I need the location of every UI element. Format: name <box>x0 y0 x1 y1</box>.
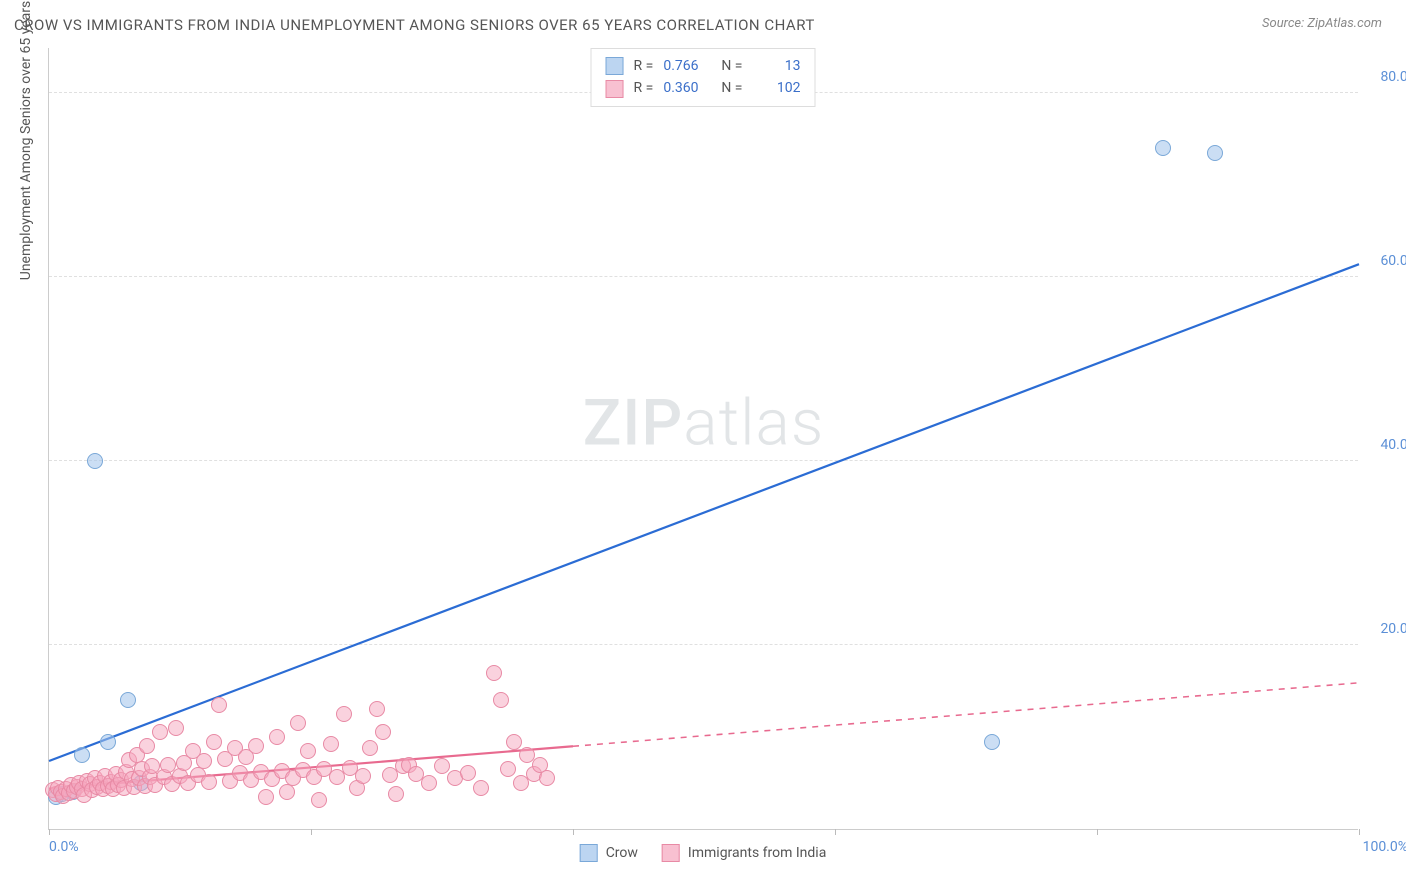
scatter-point <box>1155 140 1171 156</box>
legend-swatch <box>606 57 624 75</box>
scatter-point <box>248 738 264 754</box>
legend-item: Immigrants from India <box>662 844 826 862</box>
scatter-point <box>1207 145 1223 161</box>
legend-r-value: 0.766 <box>663 55 711 77</box>
x-tick-mark <box>1359 829 1360 835</box>
scatter-point <box>279 784 295 800</box>
scatter-point <box>473 780 489 796</box>
legend-n-label: N = <box>721 77 742 99</box>
scatter-point <box>984 734 1000 750</box>
legend-stat-row: R = 0.360 N = 102 <box>606 77 801 99</box>
scatter-point <box>152 724 168 740</box>
legend-n-value: 13 <box>752 55 800 77</box>
legend-swatch <box>606 80 624 98</box>
y-tick-label: 80.0% <box>1363 69 1406 85</box>
scatter-point <box>388 786 404 802</box>
scatter-point <box>355 768 371 784</box>
legend-label: Immigrants from India <box>688 845 826 861</box>
x-tick-label: 100.0% <box>1363 839 1406 855</box>
scatter-point <box>421 775 437 791</box>
x-tick-mark <box>311 829 312 835</box>
legend-r-label: R = <box>634 77 654 99</box>
y-tick-label: 40.0% <box>1363 437 1406 453</box>
source-attribution: Source: ZipAtlas.com <box>1262 16 1382 31</box>
grid-line <box>49 644 1358 645</box>
y-tick-label: 20.0% <box>1363 621 1406 637</box>
scatter-point <box>375 724 391 740</box>
scatter-point <box>486 665 502 681</box>
scatter-point <box>493 692 509 708</box>
scatter-point <box>311 792 327 808</box>
scatter-point <box>500 761 516 777</box>
watermark: ZIPatlas <box>583 385 825 460</box>
scatter-point <box>290 715 306 731</box>
legend-n-label: N = <box>721 55 742 77</box>
scatter-point <box>460 765 476 781</box>
scatter-point <box>196 753 212 769</box>
legend-stat-row: R = 0.766 N = 13 <box>606 55 801 77</box>
scatter-point <box>369 701 385 717</box>
plot-area: ZIPatlas 20.0%40.0%60.0%80.0%0.0%100.0% <box>48 48 1358 830</box>
trend-lines <box>49 48 1359 830</box>
x-tick-label: 0.0% <box>49 839 79 855</box>
legend-label: Crow <box>606 845 638 861</box>
x-tick-mark <box>835 829 836 835</box>
legend-r-label: R = <box>634 55 654 77</box>
x-tick-mark <box>573 829 574 835</box>
scatter-point <box>258 789 274 805</box>
scatter-point <box>323 736 339 752</box>
scatter-point <box>100 734 116 750</box>
scatter-point <box>506 734 522 750</box>
scatter-point <box>362 740 378 756</box>
legend-swatch <box>580 844 598 862</box>
grid-line <box>49 460 1358 461</box>
legend-swatch <box>662 844 680 862</box>
grid-line <box>49 276 1358 277</box>
legend-item: Crow <box>580 844 638 862</box>
scatter-point <box>87 453 103 469</box>
legend-n-value: 102 <box>752 77 800 99</box>
x-tick-mark <box>1097 829 1098 835</box>
chart-title: CROW VS IMMIGRANTS FROM INDIA UNEMPLOYME… <box>14 16 815 34</box>
x-tick-mark <box>49 829 50 835</box>
scatter-point <box>168 720 184 736</box>
scatter-point <box>74 747 90 763</box>
scatter-point <box>201 774 217 790</box>
scatter-point <box>539 770 555 786</box>
scatter-point <box>269 729 285 745</box>
legend-r-value: 0.360 <box>663 77 711 99</box>
correlation-legend: R = 0.766 N = 13 R = 0.360 N = 102 <box>591 48 816 107</box>
scatter-point <box>139 738 155 754</box>
scatter-point <box>211 697 227 713</box>
y-axis-label: Unemployment Among Seniors over 65 years <box>18 1 34 281</box>
scatter-point <box>336 706 352 722</box>
scatter-point <box>434 758 450 774</box>
scatter-point <box>300 743 316 759</box>
scatter-point <box>120 692 136 708</box>
scatter-point <box>206 734 222 750</box>
y-tick-label: 60.0% <box>1363 253 1406 269</box>
series-legend: Crow Immigrants from India <box>580 844 827 862</box>
